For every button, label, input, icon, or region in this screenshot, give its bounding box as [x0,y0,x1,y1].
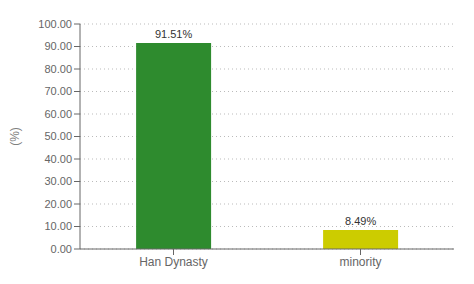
svg-text:0.00: 0.00 [51,243,72,255]
svg-text:100.00: 100.00 [38,18,72,30]
svg-text:50.00: 50.00 [44,130,72,142]
svg-text:(%): (%) [8,127,22,146]
svg-text:91.51%: 91.51% [155,28,193,40]
svg-text:90.00: 90.00 [44,40,72,52]
svg-text:80.00: 80.00 [44,63,72,75]
svg-text:70.00: 70.00 [44,85,72,97]
svg-text:minority: minority [339,255,381,269]
svg-text:40.00: 40.00 [44,153,72,165]
svg-text:10.00: 10.00 [44,220,72,232]
svg-text:20.00: 20.00 [44,198,72,210]
svg-text:60.00: 60.00 [44,108,72,120]
svg-text:30.00: 30.00 [44,175,72,187]
svg-text:8.49%: 8.49% [345,215,376,227]
svg-text:Han Dynasty: Han Dynasty [139,255,208,269]
